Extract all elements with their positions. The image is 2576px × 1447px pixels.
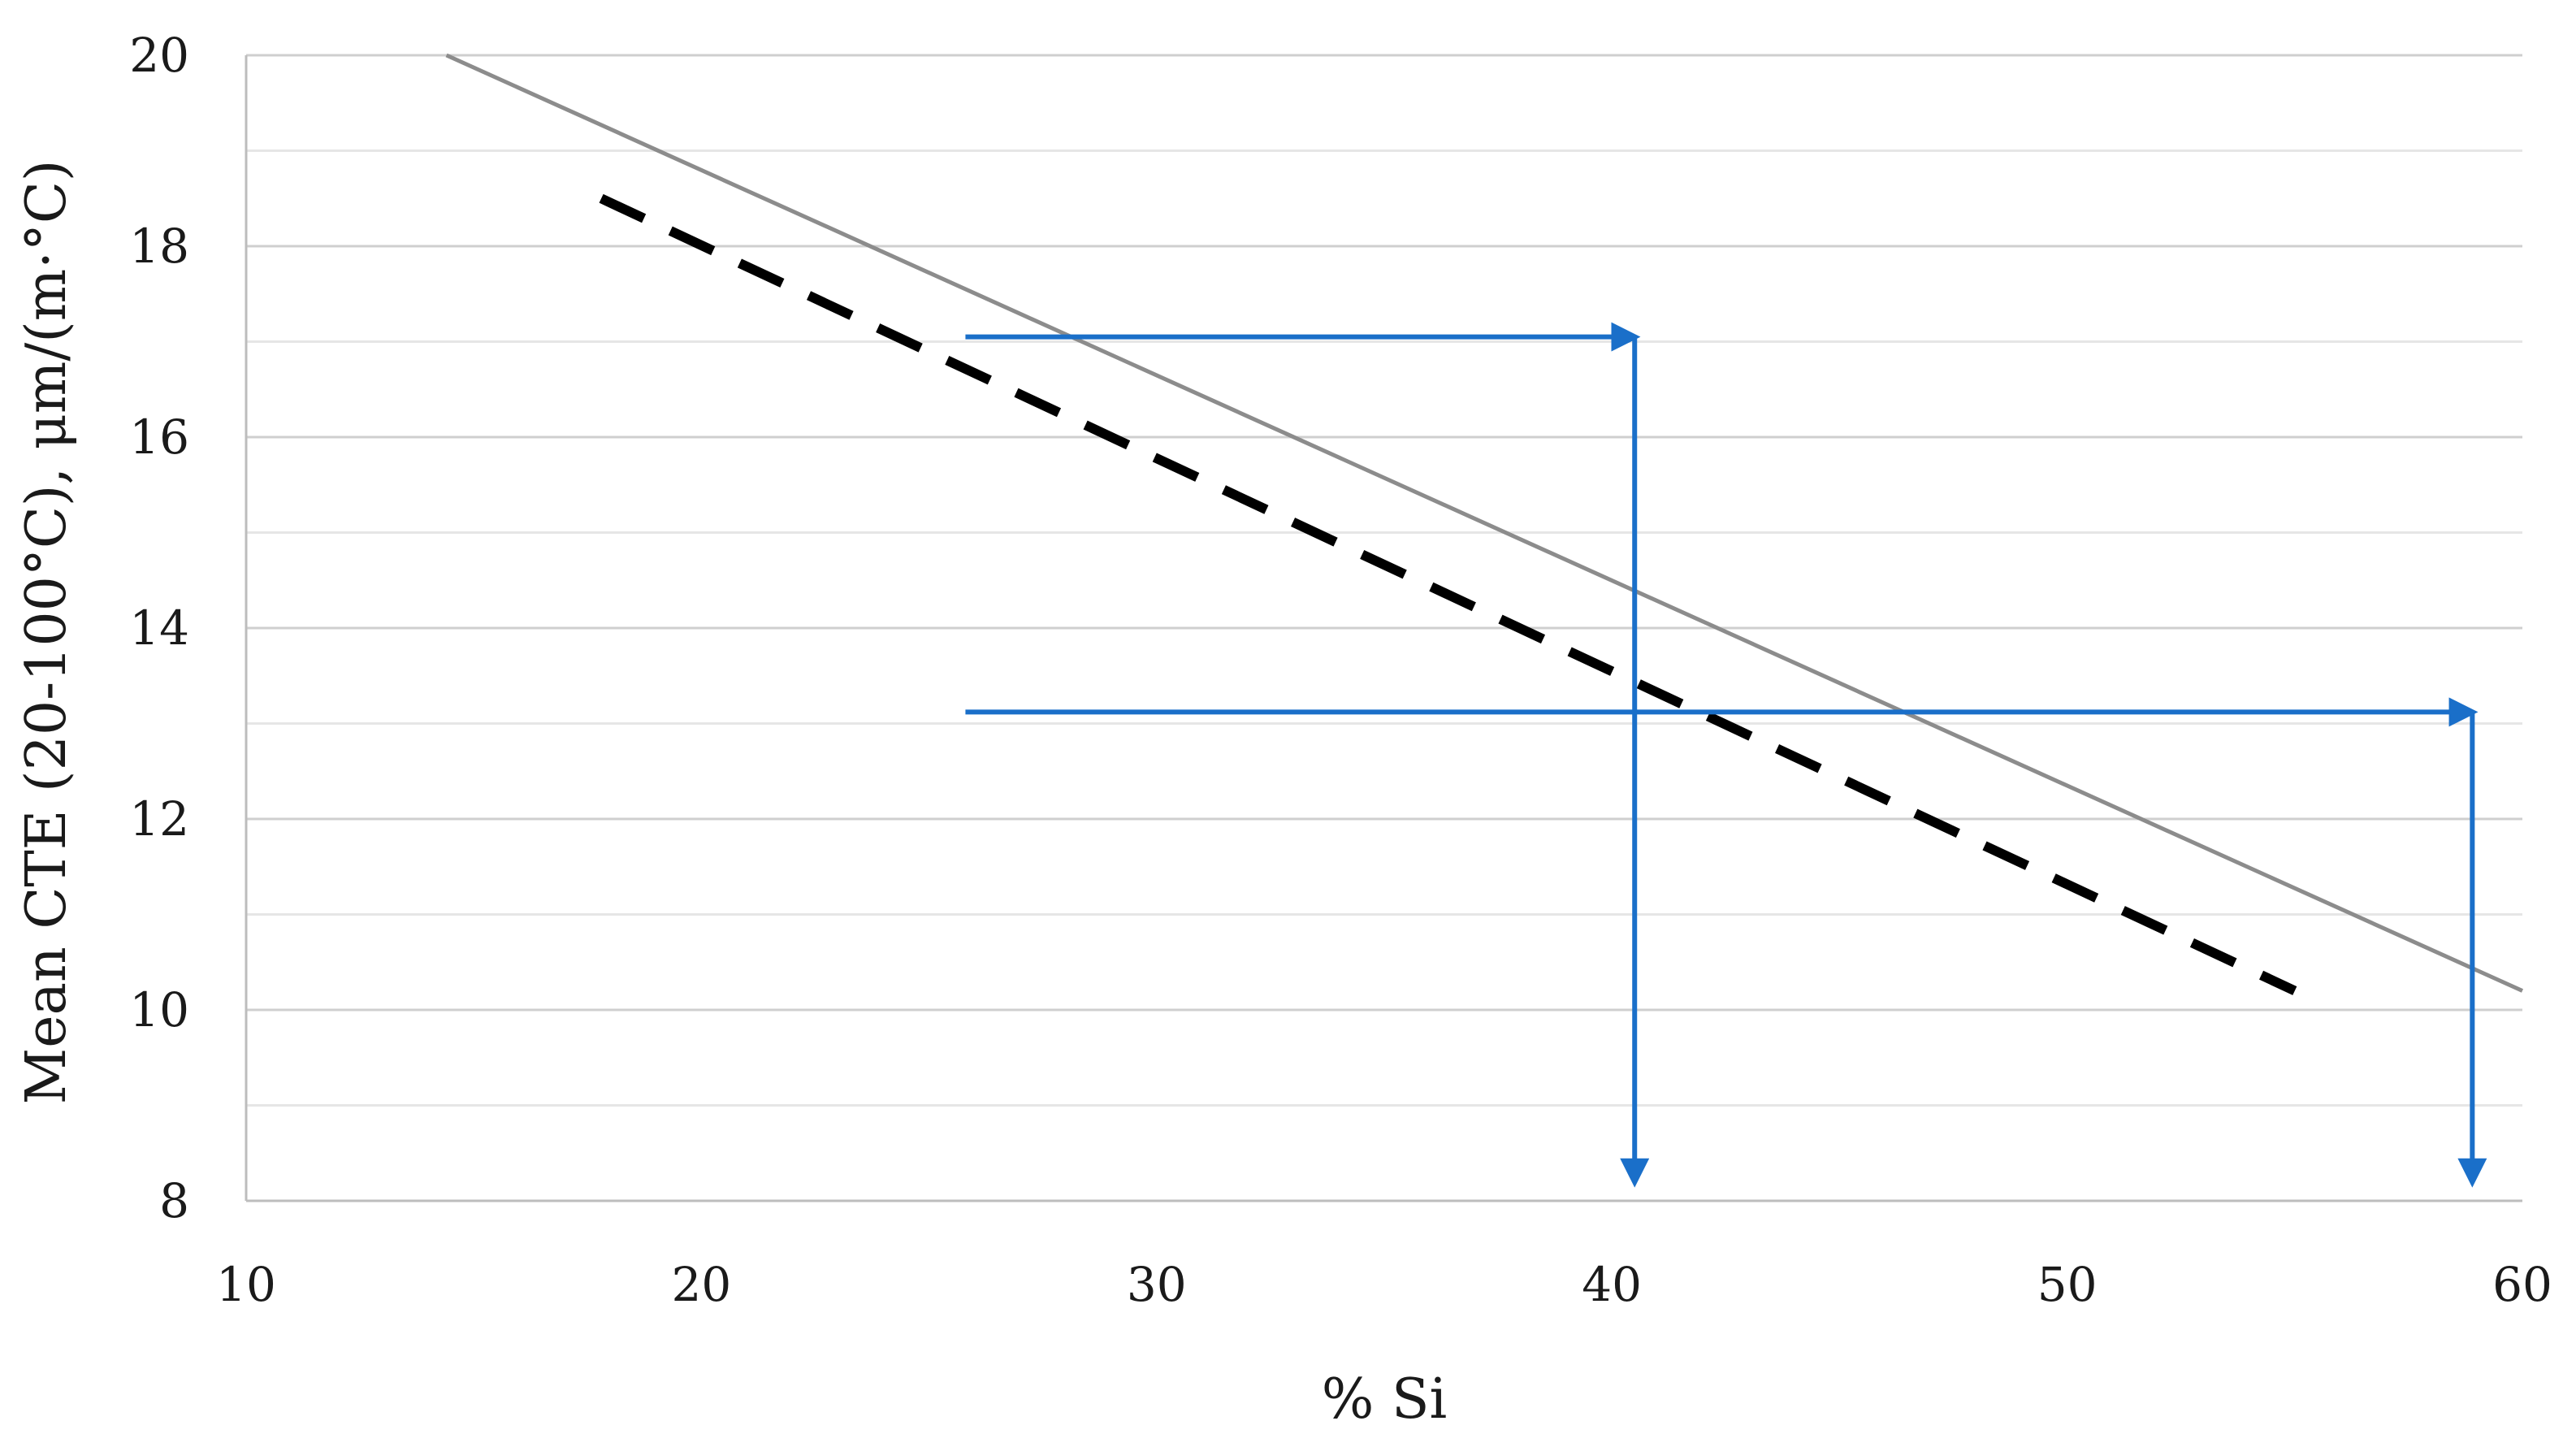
y-tick-label: 20 xyxy=(129,28,189,83)
x-tick-label: 20 xyxy=(671,1257,731,1312)
x-tick-label: 40 xyxy=(1582,1257,1642,1312)
y-tick-label: 10 xyxy=(129,982,189,1038)
y-tick-label: 14 xyxy=(129,600,189,656)
y-axis-title: Mean CTE (20-100°C), μm/(m·°C) xyxy=(15,160,79,1105)
x-tick-label: 10 xyxy=(216,1257,276,1312)
y-tick-label: 12 xyxy=(129,791,189,847)
x-tick-label: 60 xyxy=(2492,1257,2552,1312)
x-axis-title: % Si xyxy=(1322,1367,1448,1432)
annotation-arrows xyxy=(965,322,2487,1188)
x-tick-label: 50 xyxy=(2037,1257,2098,1312)
axes xyxy=(245,55,2522,1202)
y-tick-label: 8 xyxy=(159,1173,189,1228)
tick-labels: 8 10 12 14 16 18 20 10 20 30 40 50 60 xyxy=(129,28,2552,1312)
solid-series-line xyxy=(445,53,2524,993)
dashed-series-line xyxy=(599,193,2297,995)
gridlines xyxy=(246,54,2522,1107)
x-tick-label: 30 xyxy=(1127,1257,1187,1312)
data-series xyxy=(445,53,2524,995)
y-tick-label: 18 xyxy=(129,219,189,274)
y-tick-label: 16 xyxy=(129,409,189,465)
